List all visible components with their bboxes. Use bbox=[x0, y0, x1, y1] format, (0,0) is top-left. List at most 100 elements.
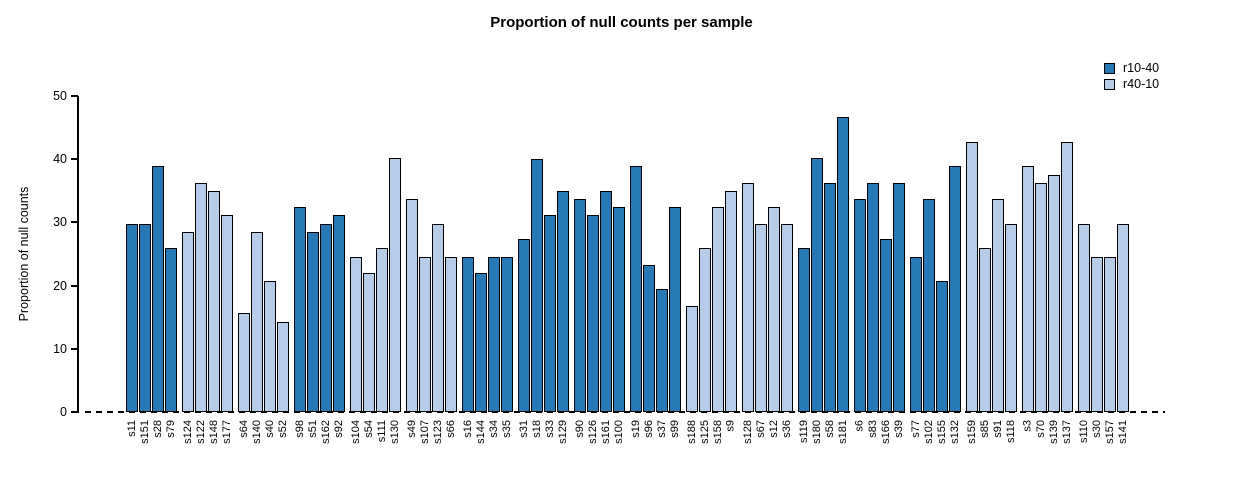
legend-label: r40-10 bbox=[1123, 77, 1160, 91]
bar-column: s12 bbox=[768, 207, 780, 438]
chart-title: Proportion of null counts per sample bbox=[490, 14, 753, 31]
x-tick-label: s132 bbox=[949, 420, 961, 444]
x-tick-label: s36 bbox=[781, 420, 793, 438]
bar-s64 bbox=[238, 313, 250, 412]
bar-s90 bbox=[574, 199, 586, 412]
bar-column: s141 bbox=[1117, 223, 1129, 444]
x-tick-label: s161 bbox=[600, 420, 612, 444]
bar-s188 bbox=[686, 305, 698, 412]
bar-column: s64 bbox=[238, 313, 250, 438]
bar-s132 bbox=[949, 166, 961, 412]
x-tick-label: s177 bbox=[221, 420, 233, 444]
bar-column: s129 bbox=[557, 191, 569, 444]
bar-s98 bbox=[294, 207, 306, 412]
bar-column: s181 bbox=[837, 116, 849, 444]
bar-column: s30 bbox=[1091, 257, 1103, 438]
x-tick-label: s111 bbox=[376, 420, 388, 443]
x-tick-label: s98 bbox=[294, 420, 306, 438]
bar-column: s148 bbox=[208, 191, 220, 444]
bar-s122 bbox=[195, 182, 207, 412]
x-tick-label: s19 bbox=[630, 420, 642, 438]
bar-s140 bbox=[251, 231, 263, 412]
bar-column: s36 bbox=[781, 223, 793, 438]
bar-column: s107 bbox=[419, 257, 431, 444]
bar-group: s49 s107 s123 s66 bbox=[406, 199, 457, 444]
bar-group: s110 s30 s157 s141 bbox=[1078, 223, 1129, 444]
bar-s16 bbox=[462, 257, 474, 412]
bar-column: s123 bbox=[432, 223, 444, 444]
bar-s18 bbox=[531, 158, 543, 412]
bar-s77 bbox=[910, 257, 922, 412]
bar-s85 bbox=[979, 247, 991, 412]
bar-s102 bbox=[923, 199, 935, 412]
bar-column: s92 bbox=[333, 214, 345, 438]
bar-s110 bbox=[1078, 223, 1090, 412]
x-tick-label: s188 bbox=[686, 420, 698, 444]
x-tick-label: s118 bbox=[1005, 420, 1017, 444]
y-tick-label: 40 bbox=[53, 152, 67, 167]
bar-s66 bbox=[445, 257, 457, 412]
bar-column: s34 bbox=[488, 257, 500, 438]
bar-s52 bbox=[277, 321, 289, 412]
bar-group: s3 s70 s139 s137 bbox=[1022, 142, 1073, 444]
bar-column: s35 bbox=[501, 257, 513, 438]
y-tick-label: 30 bbox=[53, 215, 67, 230]
bar-s91 bbox=[992, 199, 1004, 412]
x-tick-label: s39 bbox=[893, 420, 905, 438]
bar-column: s139 bbox=[1048, 175, 1060, 444]
bar-s151 bbox=[139, 223, 151, 412]
bar-s67 bbox=[755, 223, 767, 412]
bar-column: s19 bbox=[630, 166, 642, 438]
bar-s104 bbox=[350, 257, 362, 412]
y-tick-mark bbox=[71, 411, 78, 413]
bar-s51 bbox=[307, 231, 319, 412]
bar-s144 bbox=[475, 272, 487, 412]
bar-column: s67 bbox=[755, 223, 767, 438]
legend: r10-40 r40-10 bbox=[1104, 60, 1159, 92]
bar-s124 bbox=[182, 231, 194, 412]
x-tick-label: s123 bbox=[432, 420, 444, 444]
bar-s35 bbox=[501, 257, 513, 412]
bar-column: s90 bbox=[574, 199, 586, 438]
bar-column: s130 bbox=[389, 157, 401, 444]
x-tick-label: s139 bbox=[1048, 420, 1060, 444]
x-tick-label: s119 bbox=[798, 420, 810, 444]
y-tick-mark bbox=[71, 95, 78, 97]
bar-s28 bbox=[152, 166, 164, 412]
bar-s126 bbox=[587, 214, 599, 412]
bar-s92 bbox=[333, 214, 345, 412]
bar-s12 bbox=[768, 207, 780, 412]
bar-group: s90 s126 s161 s100 bbox=[574, 191, 625, 444]
y-axis-line bbox=[77, 96, 79, 413]
x-tick-label: s3 bbox=[1022, 420, 1034, 432]
bar-s107 bbox=[419, 257, 431, 412]
bar-column: s161 bbox=[600, 191, 612, 444]
x-tick-label: s40 bbox=[264, 420, 276, 438]
x-tick-label: s85 bbox=[979, 420, 991, 438]
x-tick-label: s49 bbox=[406, 420, 418, 438]
bar-column: s98 bbox=[294, 207, 306, 438]
bar-s9 bbox=[725, 191, 737, 412]
bar-column: s77 bbox=[910, 257, 922, 438]
bar-column: s151 bbox=[139, 223, 151, 444]
bar-group: s64 s140 s40 s52 bbox=[238, 231, 289, 444]
bar-group: s11 s151 s28 s79 bbox=[126, 166, 177, 444]
x-tick-label: s77 bbox=[910, 420, 922, 438]
x-tick-label: s104 bbox=[350, 420, 362, 444]
bar-column: s159 bbox=[966, 142, 978, 444]
bar-column: s79 bbox=[165, 247, 177, 438]
bar-s54 bbox=[363, 272, 375, 412]
bar-column: s119 bbox=[798, 247, 810, 443]
bar-s79 bbox=[165, 247, 177, 412]
bar-column: s155 bbox=[936, 280, 948, 444]
y-tick-label: 0 bbox=[60, 405, 67, 419]
bar-s34 bbox=[488, 257, 500, 412]
bar-s123 bbox=[432, 223, 444, 412]
bar-s11 bbox=[126, 223, 138, 412]
bar-s177 bbox=[221, 214, 233, 412]
bar-s31 bbox=[518, 239, 530, 412]
x-tick-label: s102 bbox=[923, 420, 935, 444]
bar-s39 bbox=[893, 182, 905, 412]
x-tick-label: s129 bbox=[557, 420, 569, 444]
y-tick-label: 50 bbox=[53, 89, 67, 103]
